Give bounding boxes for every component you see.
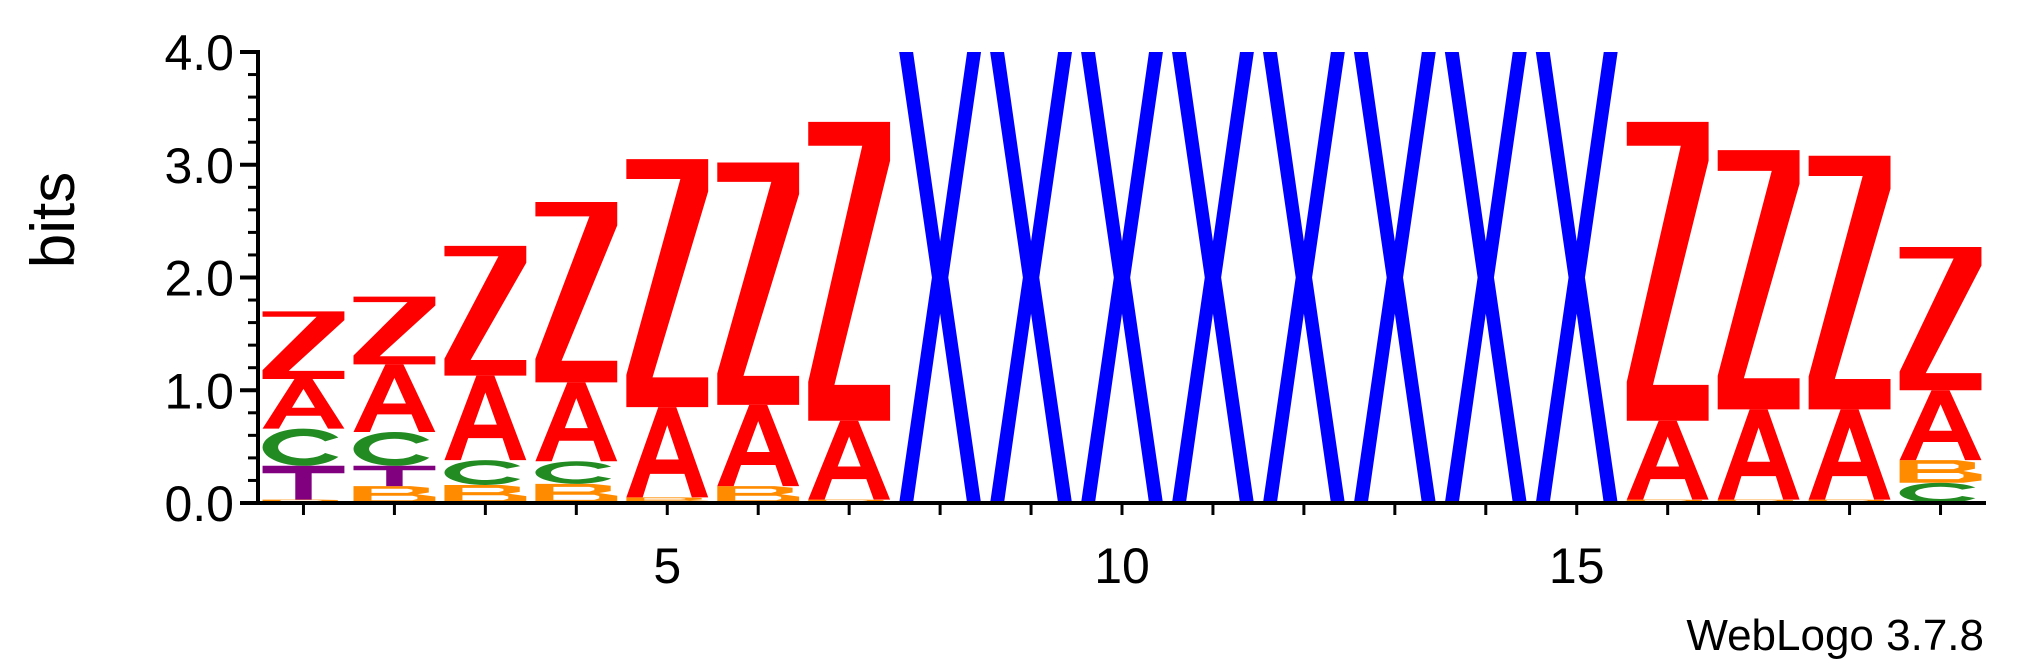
logo-letter-x-pos-14 (1444, 52, 1527, 503)
logo-letter-x-pos-11 (1172, 52, 1254, 503)
weblogo-credit: WebLogo 3.7.8 (1686, 611, 1984, 660)
x-tick-label: 5 (653, 538, 681, 594)
logo-letter-x-pos-12 (1262, 52, 1345, 503)
x-tick-label: 15 (1549, 538, 1605, 594)
x-tick-label: 10 (1094, 538, 1150, 594)
logo-letter-b-pos-6 (717, 486, 800, 503)
y-tick-label: 1.0 (164, 363, 234, 419)
y-tick-label: 0.0 (164, 476, 234, 532)
y-ticks: 0.0 1.0 2.0 3.0 4.0 (164, 25, 258, 532)
logo-letter-a-pos-1 (262, 378, 345, 429)
y-tick-label: 2.0 (164, 251, 234, 307)
logo-letter-x-pos-8 (899, 52, 982, 503)
logo-letter-t-pos-1 (262, 465, 345, 500)
logo-letter-b-pos-4 (535, 483, 618, 503)
logo-letter-c-pos-19 (1899, 482, 1976, 503)
logo-letter-z-pos-4 (535, 201, 618, 383)
logo-letter-z-pos-5 (626, 159, 709, 408)
logo-letter-a-pos-19 (1899, 390, 1982, 461)
y-axis-label: bits (19, 172, 88, 268)
logo-letter-a-pos-18 (1808, 409, 1891, 500)
logo-letter-z-pos-16 (1626, 121, 1709, 421)
logo-letter-x-pos-13 (1353, 52, 1436, 503)
logo-letter-x-pos-15 (1535, 52, 1618, 503)
logo-letter-a-pos-16 (1626, 420, 1709, 500)
logo-letter-c-pos-3 (444, 460, 521, 485)
logo-letter-a-pos-7 (808, 420, 891, 500)
logo-letter-x-pos-10 (1081, 52, 1163, 503)
logo-letter-t-pos-2 (353, 465, 436, 487)
logo-letter-a-pos-4 (535, 382, 618, 462)
logo-letter-b-pos-2 (353, 486, 436, 503)
logo-letter-b-pos-5 (626, 497, 709, 503)
logo-letter-a-pos-6 (717, 404, 800, 487)
logo-letter-c-pos-4 (535, 461, 612, 484)
logo-letter-c-pos-1 (262, 428, 339, 466)
logo-letter-x-pos-9 (990, 52, 1072, 503)
y-tick-label: 3.0 (164, 138, 234, 194)
logo-letter-a-pos-3 (444, 375, 527, 461)
x-ticks: 5 10 15 (301, 503, 1943, 594)
logo-letter-z-pos-18 (1808, 155, 1891, 410)
logo-letter-b-pos-3 (444, 484, 527, 503)
logo-letter-b-pos-19 (1899, 460, 1982, 483)
logo-letter-z-pos-2 (353, 296, 436, 365)
logo-letter-a-pos-5 (626, 407, 709, 498)
logo-letter-c-pos-2 (353, 431, 430, 466)
logo-letter-z-pos-1 (262, 311, 345, 379)
logo-stacks (262, 52, 1982, 503)
logo-letter-a-pos-2 (353, 364, 436, 432)
logo-letter-z-pos-7 (808, 121, 891, 421)
logo-letter-z-pos-3 (444, 245, 527, 376)
logo-letter-z-pos-17 (1717, 150, 1800, 410)
logo-letter-a-pos-17 (1717, 409, 1800, 500)
logo-letter-z-pos-6 (717, 162, 800, 405)
logo-letter-z-pos-19 (1899, 247, 1982, 391)
y-tick-label: 4.0 (164, 25, 234, 81)
